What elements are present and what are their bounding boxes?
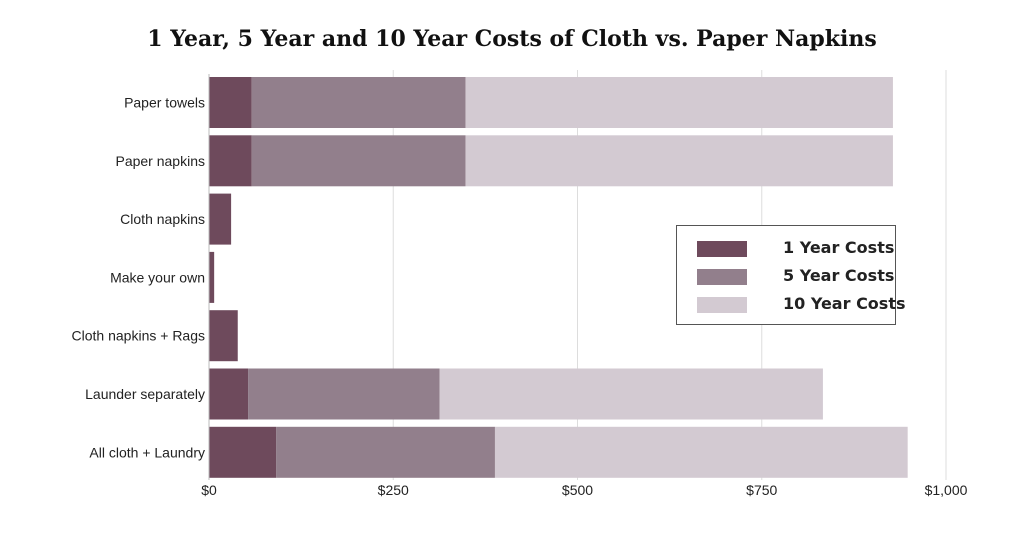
category-label: Make your own — [110, 269, 205, 285]
category-label: Paper towels — [124, 95, 205, 111]
bar-segment — [276, 426, 495, 478]
bar-segment — [465, 77, 893, 128]
legend-swatch-10-year — [697, 297, 747, 313]
bar-segment — [209, 135, 252, 187]
x-tick-label: $250 — [378, 482, 409, 498]
legend-swatch-5-year — [697, 269, 747, 285]
x-tick-label: $1,000 — [925, 482, 968, 498]
chart-title: 1 Year, 5 Year and 10 Year Costs of Clot… — [147, 26, 877, 52]
bar-segment — [209, 368, 249, 420]
bar-segment — [248, 368, 440, 420]
legend-swatch-1-year — [697, 241, 747, 257]
category-label: Paper napkins — [115, 153, 205, 169]
x-tick-label: $500 — [562, 482, 593, 498]
category-label: Launder separately — [85, 386, 205, 402]
bar-segment — [465, 135, 893, 187]
bar-segment — [439, 368, 823, 420]
bar-segment — [209, 426, 277, 478]
x-tick-label: $750 — [746, 482, 777, 498]
x-tick-label: $0 — [201, 482, 217, 498]
bar-segment — [251, 77, 466, 128]
category-label: Cloth napkins + Rags — [72, 328, 205, 344]
chart-legend: 1 Year Costs 5 Year Costs 10 Year Costs — [676, 225, 906, 325]
bar-segment — [209, 251, 215, 303]
legend-label-5-year: 5 Year Costs — [783, 266, 895, 285]
bar-segment — [209, 193, 232, 245]
legend-label-1-year: 1 Year Costs — [783, 238, 895, 257]
bar-segment — [209, 77, 252, 128]
category-label: All cloth + Laundry — [89, 444, 205, 460]
category-label: Cloth napkins — [120, 211, 205, 227]
bar-segment — [209, 310, 238, 362]
legend-label-10-year: 10 Year Costs — [783, 294, 906, 313]
bar-segment — [494, 426, 908, 478]
bar-segment — [251, 135, 466, 187]
